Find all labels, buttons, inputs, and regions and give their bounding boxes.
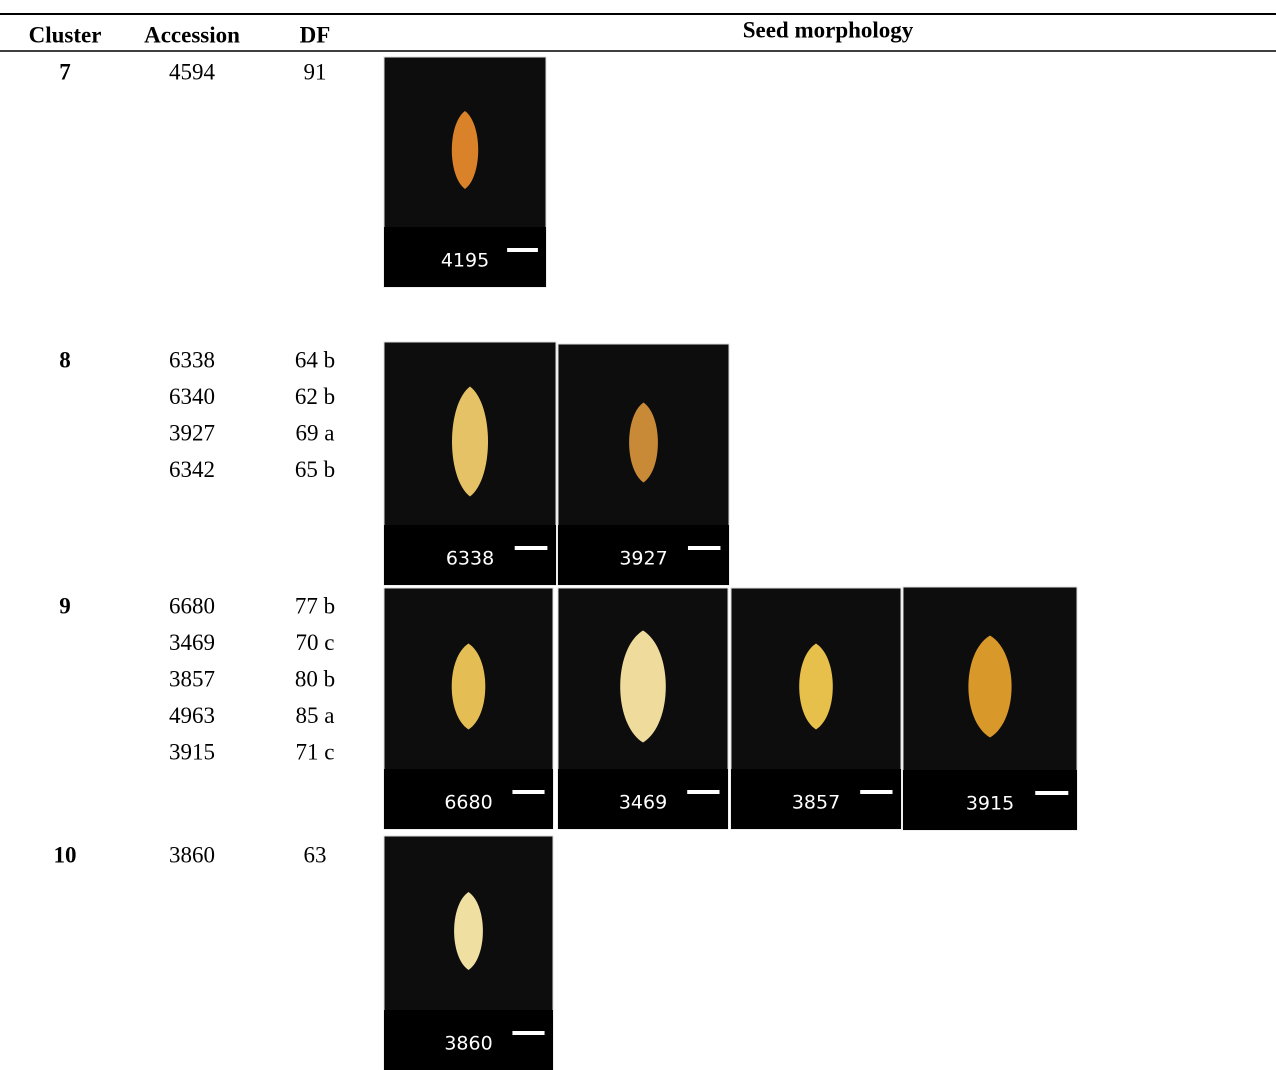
photo-label: 6338 — [446, 548, 494, 570]
accession-cell: 3927 — [169, 420, 215, 445]
accession-cell: 4963 — [169, 703, 215, 728]
cluster-cell: 10 — [54, 842, 77, 867]
df-cell: 64 b — [295, 347, 335, 372]
df-cell: 62 b — [295, 384, 335, 409]
cluster-cell: 7 — [59, 59, 71, 84]
df-cell: 65 b — [295, 457, 335, 482]
df-cell: 71 c — [296, 740, 335, 765]
photo-label: 3860 — [444, 1033, 492, 1055]
df-cell: 85 a — [296, 703, 335, 728]
df-cell: 91 — [304, 59, 327, 84]
df-cell: 70 c — [296, 630, 335, 655]
df-cell: 80 b — [295, 666, 335, 691]
accession-cell: 4594 — [169, 59, 216, 84]
photo-label: 4195 — [441, 250, 489, 272]
photo-label: 3915 — [966, 793, 1014, 815]
photo-label: 6680 — [444, 792, 492, 814]
cluster-cell: 8 — [59, 347, 71, 372]
accession-cell: 6340 — [169, 384, 215, 409]
accession-cell: 3857 — [169, 666, 215, 691]
photo-label: 3927 — [619, 548, 667, 570]
accession-cell: 6338 — [169, 347, 215, 372]
photo-label: 3857 — [792, 792, 840, 814]
df-cell: 77 b — [295, 593, 335, 618]
df-cell: 69 a — [296, 420, 335, 445]
header-cell: Cluster — [29, 22, 102, 47]
header-cell: DF — [300, 22, 331, 47]
accession-cell: 3469 — [169, 630, 215, 655]
accession-cell: 3860 — [169, 842, 215, 867]
accession-cell: 6342 — [169, 457, 215, 482]
cluster-cell: 9 — [59, 593, 71, 618]
table: Cluster Accession DF Seed morphology 7 45… — [0, 0, 1276, 1070]
accession-cell: 6680 — [169, 593, 215, 618]
header-cell: Seed morphology — [743, 17, 914, 42]
header-cell: Accession — [144, 22, 240, 47]
accession-cell: 3915 — [169, 740, 215, 765]
photo-label: 3469 — [619, 792, 667, 814]
df-cell: 63 — [304, 842, 327, 867]
